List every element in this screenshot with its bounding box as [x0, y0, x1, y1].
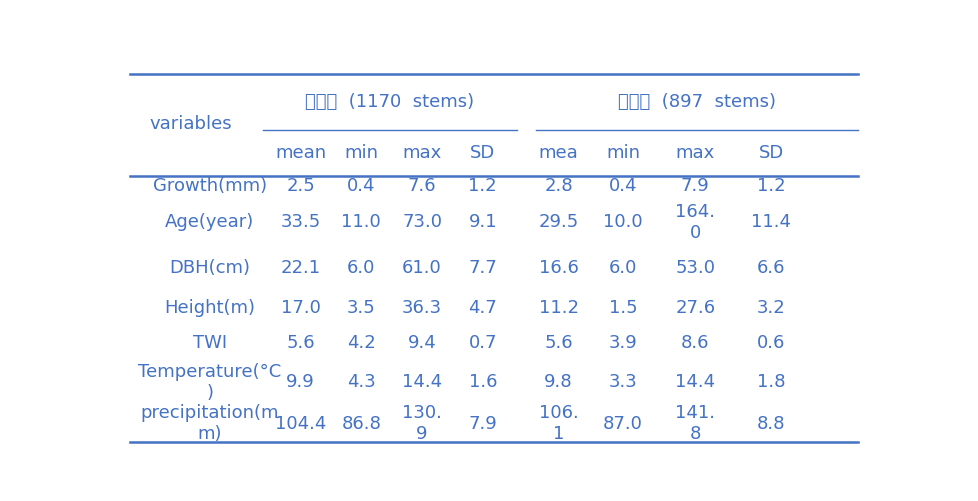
Text: 7.9: 7.9 — [680, 177, 709, 195]
Text: min: min — [605, 144, 640, 162]
Text: 29.5: 29.5 — [538, 213, 578, 231]
Text: Growth(mm): Growth(mm) — [153, 177, 266, 195]
Text: 1.2: 1.2 — [756, 177, 784, 195]
Text: 164.
0: 164. 0 — [675, 203, 715, 241]
Text: 87.0: 87.0 — [602, 415, 643, 433]
Text: 3.9: 3.9 — [608, 334, 637, 352]
Text: mean: mean — [275, 144, 326, 162]
Text: 2.8: 2.8 — [544, 177, 572, 195]
Text: 6.6: 6.6 — [756, 260, 784, 278]
Text: 27.6: 27.6 — [675, 299, 715, 317]
Text: max: max — [675, 144, 714, 162]
Text: 1.5: 1.5 — [608, 299, 637, 317]
Text: 0.6: 0.6 — [756, 334, 784, 352]
Text: 1.6: 1.6 — [468, 373, 497, 391]
Text: 106.
1: 106. 1 — [538, 404, 578, 443]
Text: 9.4: 9.4 — [407, 334, 436, 352]
Text: TWI: TWI — [193, 334, 227, 352]
Text: 3.3: 3.3 — [608, 373, 637, 391]
Text: 9.9: 9.9 — [286, 373, 315, 391]
Text: mea: mea — [538, 144, 578, 162]
Text: 14.4: 14.4 — [402, 373, 442, 391]
Text: 22.1: 22.1 — [281, 260, 321, 278]
Text: 16.6: 16.6 — [538, 260, 578, 278]
Text: 낙엽송  (1170  stems): 낙엽송 (1170 stems) — [305, 93, 474, 111]
Text: 11.2: 11.2 — [538, 299, 578, 317]
Text: 17.0: 17.0 — [281, 299, 320, 317]
Text: 5.6: 5.6 — [544, 334, 572, 352]
Text: 3.2: 3.2 — [756, 299, 784, 317]
Text: 6.0: 6.0 — [608, 260, 637, 278]
Text: 7.6: 7.6 — [408, 177, 436, 195]
Text: Temperature(°C
): Temperature(°C ) — [138, 363, 281, 402]
Text: 73.0: 73.0 — [402, 213, 442, 231]
Text: variables: variables — [150, 115, 232, 133]
Text: 4.2: 4.2 — [346, 334, 376, 352]
Text: 5.6: 5.6 — [287, 334, 315, 352]
Text: 4.7: 4.7 — [467, 299, 497, 317]
Text: 0.7: 0.7 — [468, 334, 497, 352]
Text: 잏나무  (897  stems): 잏나무 (897 stems) — [617, 93, 776, 111]
Text: 1.8: 1.8 — [756, 373, 784, 391]
Text: 33.5: 33.5 — [281, 213, 321, 231]
Text: 141.
8: 141. 8 — [675, 404, 715, 443]
Text: 0.4: 0.4 — [347, 177, 376, 195]
Text: min: min — [344, 144, 378, 162]
Text: precipitation(m
m): precipitation(m m) — [140, 404, 279, 443]
Text: 9.1: 9.1 — [468, 213, 497, 231]
Text: 0.4: 0.4 — [608, 177, 637, 195]
Text: Height(m): Height(m) — [164, 299, 255, 317]
Text: 36.3: 36.3 — [402, 299, 442, 317]
Text: SD: SD — [469, 144, 495, 162]
Text: 130.
9: 130. 9 — [402, 404, 441, 443]
Text: 8.6: 8.6 — [681, 334, 709, 352]
Text: 104.4: 104.4 — [275, 415, 326, 433]
Text: 7.9: 7.9 — [467, 415, 497, 433]
Text: 14.4: 14.4 — [675, 373, 715, 391]
Text: 9.8: 9.8 — [544, 373, 572, 391]
Text: 6.0: 6.0 — [347, 260, 376, 278]
Text: 1.2: 1.2 — [468, 177, 497, 195]
Text: 2.5: 2.5 — [286, 177, 315, 195]
Text: max: max — [402, 144, 441, 162]
Text: 3.5: 3.5 — [346, 299, 376, 317]
Text: DBH(cm): DBH(cm) — [169, 260, 249, 278]
Text: 7.7: 7.7 — [467, 260, 497, 278]
Text: 11.0: 11.0 — [341, 213, 380, 231]
Text: 11.4: 11.4 — [750, 213, 790, 231]
Text: 4.3: 4.3 — [346, 373, 376, 391]
Text: 53.0: 53.0 — [675, 260, 715, 278]
Text: Age(year): Age(year) — [165, 213, 254, 231]
Text: SD: SD — [758, 144, 783, 162]
Text: 86.8: 86.8 — [341, 415, 380, 433]
Text: 8.8: 8.8 — [756, 415, 784, 433]
Text: 10.0: 10.0 — [602, 213, 643, 231]
Text: 61.0: 61.0 — [402, 260, 441, 278]
